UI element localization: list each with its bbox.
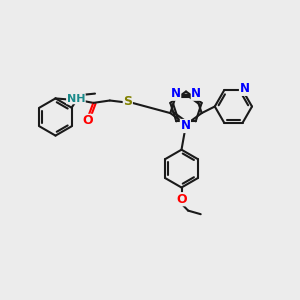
- Text: N: N: [180, 119, 190, 133]
- Text: O: O: [176, 193, 187, 206]
- Text: NH: NH: [67, 94, 85, 104]
- Text: O: O: [82, 114, 93, 128]
- Text: N: N: [191, 87, 201, 100]
- Text: N: N: [239, 82, 250, 95]
- Text: S: S: [123, 95, 132, 108]
- Text: N: N: [171, 87, 181, 100]
